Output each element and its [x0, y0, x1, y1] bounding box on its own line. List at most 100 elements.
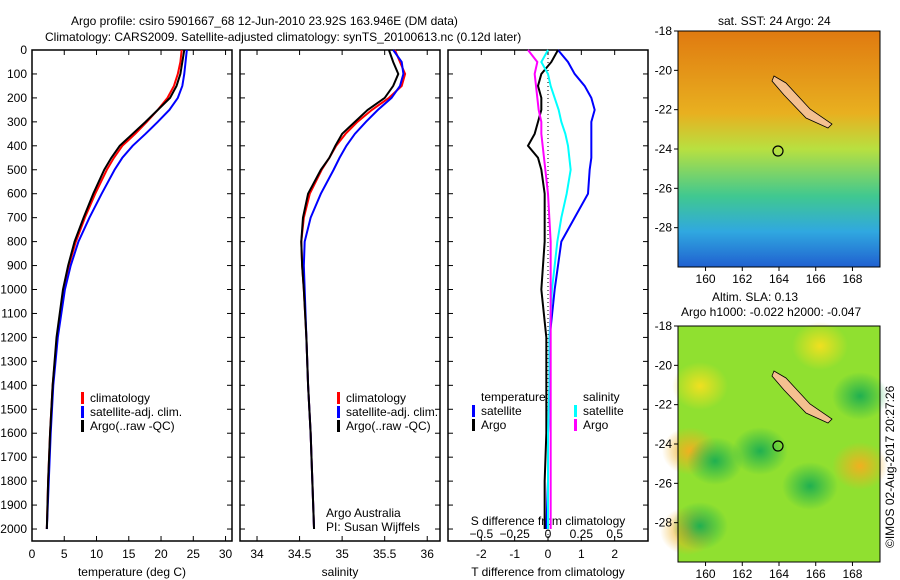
series-line-satellite-adj.	[45, 49, 188, 530]
map-y-tick-label: -20	[655, 63, 673, 77]
x-tick-label: 34.5	[288, 547, 312, 561]
sst_map	[677, 30, 881, 268]
map-y-tick-label: -28	[655, 221, 673, 235]
y-tick-label: 1300	[0, 354, 27, 368]
legend-swatch	[574, 405, 577, 417]
y-tick-label: 700	[7, 211, 27, 225]
y-tick-label: 200	[7, 91, 27, 105]
y-tick-label: 2000	[0, 522, 27, 536]
sla_map	[660, 322, 888, 563]
x-axis-label: T difference from climatology	[471, 565, 625, 579]
y-tick-label: 1200	[0, 330, 27, 344]
map-x-tick-label: 168	[842, 567, 862, 580]
sla-blob	[832, 442, 888, 490]
legend-label: Argo	[481, 418, 507, 432]
x-tick-label: 2	[611, 547, 618, 561]
legend-label: Argo	[583, 418, 609, 432]
x-axis-label: salinity	[322, 565, 359, 579]
argo-location-marker	[772, 145, 784, 157]
y-tick-label: 1900	[0, 498, 27, 512]
x-tick-label: 10	[90, 547, 104, 561]
legend-swatch	[337, 420, 340, 432]
y-tick-label: 0	[20, 43, 27, 57]
legend-label: satellite	[583, 404, 624, 418]
s-tick-label: 0.25	[570, 527, 594, 541]
credit-text: ©IMOS 02-Aug-2017 20:27:26	[883, 385, 897, 548]
map-y-tick-label: -24	[655, 142, 673, 156]
series-line-s-argo	[527, 49, 552, 530]
new-caledonia-island	[771, 75, 833, 129]
x-axis-label: temperature (deg C)	[78, 565, 186, 579]
legend-swatch	[81, 392, 84, 404]
title-line-1: Argo profile: csiro 5901667_68 12-Jun-20…	[71, 14, 458, 28]
legend-label: climatology	[346, 391, 406, 405]
x-tick-label: 30	[219, 547, 233, 561]
map-x-tick-label: 166	[806, 272, 826, 286]
legend-swatch	[574, 419, 577, 431]
legend-header-temperature: temperature	[481, 390, 546, 404]
sla-blob	[687, 437, 743, 485]
annotation-pi: PI: Susan Wijffels	[326, 520, 420, 534]
sst-heatmap	[678, 31, 880, 267]
legend-swatch	[81, 420, 84, 432]
legend-swatch	[81, 406, 84, 418]
y-tick-label: 300	[7, 115, 27, 129]
x-tick-label: 35	[335, 547, 349, 561]
x-tick-label: 5	[61, 547, 68, 561]
series-line-climatology	[300, 49, 407, 530]
legend-label: climatology	[90, 391, 150, 405]
legend-swatch	[337, 392, 340, 404]
temperature-plot-frame	[31, 49, 233, 542]
map-x-tick-label: 162	[732, 272, 752, 286]
legend-label: satellite-adj. clim.	[346, 405, 438, 419]
y-tick-label: 1500	[0, 402, 27, 416]
sla-map-title-2: Argo h1000: -0.022 h2000: -0.047	[681, 305, 862, 319]
map-y-tick-label: -22	[655, 103, 673, 117]
map-y-tick-label: -18	[655, 24, 673, 38]
series-line-argo	[300, 49, 400, 530]
map-y-tick-label: -22	[655, 398, 673, 412]
map-y-tick-label: -26	[655, 476, 673, 490]
map-x-tick-label: 164	[769, 567, 789, 580]
y-tick-label: 1600	[0, 426, 27, 440]
x-tick-label: 25	[187, 547, 201, 561]
y-tick-label: 600	[7, 187, 27, 201]
s-tick-label: 0	[545, 527, 552, 541]
sla-blob	[672, 362, 728, 410]
sla-blob	[732, 427, 788, 475]
map-y-tick-label: -24	[655, 437, 673, 451]
legend-label: satellite	[481, 404, 522, 418]
sla-map-title-1: Altim. SLA: 0.13	[712, 290, 799, 304]
y-tick-label: 400	[7, 139, 27, 153]
series-line-s-satellite	[540, 49, 572, 530]
y-tick-label: 1800	[0, 474, 27, 488]
s-tick-label: −0.5	[469, 527, 493, 541]
map-x-tick-label: 162	[732, 567, 752, 580]
salinity-plot-frame	[239, 49, 441, 542]
y-tick-label: 1100	[1, 306, 27, 320]
series-line-t-argo	[526, 49, 559, 530]
map-y-tick-label: -28	[655, 516, 673, 530]
y-tick-label: 1700	[0, 450, 27, 464]
legend-swatch	[337, 406, 340, 418]
new-caledonia-island	[771, 370, 833, 424]
x-tick-label: 15	[122, 547, 136, 561]
y-tick-label: 500	[7, 163, 27, 177]
sla-blob	[832, 372, 888, 420]
map-x-tick-label: 160	[696, 272, 716, 286]
s-tick-label: −0.25	[499, 527, 530, 541]
annotation-argo-australia: Argo Australia	[326, 506, 401, 520]
x-tick-label: 0	[545, 547, 552, 561]
x-tick-label: 36	[421, 547, 435, 561]
y-tick-label: 1400	[0, 378, 27, 392]
x-tick-label: -2	[476, 547, 487, 561]
sla-blob	[672, 502, 728, 550]
sst-map-title: sat. SST: 24 Argo: 24	[718, 14, 831, 28]
argo-location-marker	[772, 440, 784, 452]
x-tick-label: 34	[250, 547, 264, 561]
map-x-tick-label: 164	[769, 272, 789, 286]
map-y-tick-label: -20	[655, 358, 673, 372]
map-y-tick-label: -18	[655, 319, 673, 333]
